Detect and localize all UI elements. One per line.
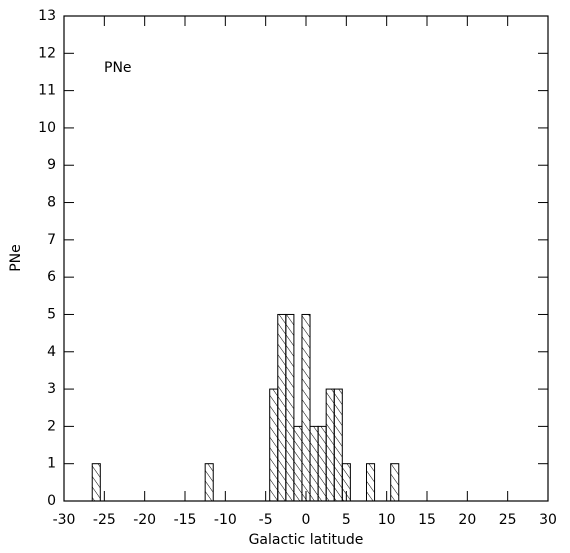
- bar: [269, 388, 279, 502]
- y-tick-label: 1: [47, 456, 56, 472]
- x-axis-title: Galactic latitude: [249, 532, 364, 548]
- bar: [333, 388, 343, 502]
- bar: [325, 388, 335, 502]
- bar: [301, 313, 311, 502]
- x-tick-label: 30: [539, 512, 557, 528]
- x-tick-label: -10: [214, 512, 237, 528]
- x-tick-label: -30: [53, 512, 76, 528]
- bar: [204, 463, 214, 502]
- x-tick-label: 25: [499, 512, 517, 528]
- x-tick-label: -25: [93, 512, 116, 528]
- y-tick-label: 13: [38, 8, 56, 24]
- y-tick-label: 11: [38, 83, 56, 99]
- x-tick-label: -5: [259, 512, 273, 528]
- bar: [277, 313, 287, 502]
- bar: [366, 463, 376, 502]
- bar: [309, 425, 319, 502]
- bar: [317, 425, 327, 502]
- bar: [285, 313, 295, 502]
- x-tick-label: 0: [302, 512, 311, 528]
- x-tick-label: -15: [174, 512, 197, 528]
- y-tick-label: 0: [47, 493, 56, 509]
- bar: [91, 463, 101, 502]
- bar: [293, 425, 303, 502]
- y-axis-title: PNe: [8, 244, 24, 272]
- annotation: PNe: [104, 60, 132, 76]
- x-tick-label: 20: [458, 512, 476, 528]
- y-tick-label: 10: [38, 120, 56, 136]
- x-tick-label: 10: [378, 512, 396, 528]
- y-tick-label: 8: [47, 195, 56, 211]
- y-tick-label: 2: [47, 418, 56, 434]
- y-tick-label: 6: [47, 269, 56, 285]
- y-tick-label: 4: [47, 344, 56, 360]
- y-tick-label: 7: [47, 232, 56, 248]
- bar: [390, 463, 400, 502]
- x-tick-label: -20: [133, 512, 156, 528]
- y-tick-label: 9: [47, 157, 56, 173]
- y-tick-label: 3: [47, 381, 56, 397]
- y-tick-label: 12: [38, 45, 56, 61]
- x-tick-label: 5: [342, 512, 351, 528]
- x-tick-label: 15: [418, 512, 436, 528]
- y-tick-label: 5: [47, 306, 56, 322]
